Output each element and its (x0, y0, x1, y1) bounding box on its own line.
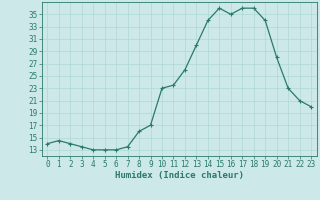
X-axis label: Humidex (Indice chaleur): Humidex (Indice chaleur) (115, 171, 244, 180)
